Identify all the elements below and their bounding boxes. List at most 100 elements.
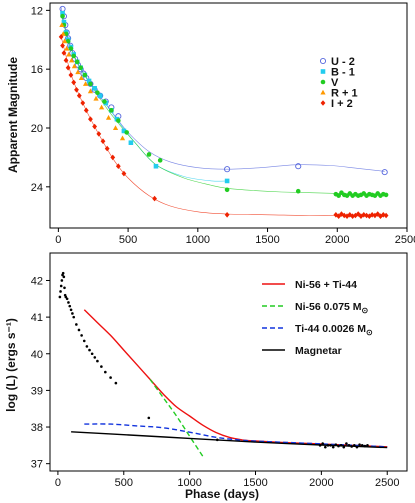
data-point: [115, 163, 121, 170]
data-point: [152, 195, 157, 202]
data-point: [67, 301, 70, 304]
data-point: [366, 213, 372, 220]
luminosity-x-tick-label: 2500: [375, 477, 399, 489]
data-point: [318, 444, 322, 447]
data-point: [98, 104, 105, 110]
data-point: [62, 275, 66, 279]
data-point: [224, 187, 230, 193]
data-point: [87, 88, 94, 94]
data-point: [69, 308, 73, 312]
data-point: [93, 356, 97, 359]
data-point: [74, 59, 80, 65]
data-point: [383, 212, 389, 219]
data-point: [71, 312, 74, 315]
data-point: [375, 211, 381, 217]
data-point: [342, 445, 346, 449]
data-point: [128, 140, 134, 146]
light-curve-x-axis: 0 500 1000 1500 2000 2500: [55, 228, 415, 246]
legend-label: Ni-56 0.075 M⊙: [295, 301, 369, 315]
legend-label: I + 2: [331, 98, 353, 110]
data-point: [146, 152, 152, 157]
luminosity-x-axis-label: Phase (days): [185, 487, 259, 501]
data-point: [65, 64, 71, 71]
data-point: [119, 135, 126, 141]
light-curve-x-tick-label: 500: [119, 234, 137, 246]
data-point: [378, 213, 383, 220]
data-point: [93, 95, 99, 101]
data-point: [216, 438, 219, 442]
model-curve: [149, 378, 204, 457]
data-point: [59, 290, 62, 293]
legend-marker: [319, 57, 327, 65]
data-point: [64, 295, 68, 299]
data-point: [100, 138, 106, 145]
luminosity-y-tick-label: 40: [31, 349, 43, 361]
data-point: [75, 323, 78, 326]
data-point: [353, 212, 358, 219]
light-curve-x-tick-label: 0: [55, 234, 61, 246]
data-point: [109, 108, 114, 113]
luminosity-y-tick-label: 42: [31, 275, 43, 287]
data-point: [61, 50, 67, 56]
data-point: [347, 211, 353, 218]
data-point: [77, 328, 81, 332]
legend-label: R + 1: [331, 88, 358, 100]
luminosity-legend: Ni-56 + Ti-44 Ni-56 0.075 M⊙ Ti-44 0.0026 …: [262, 279, 373, 357]
legend-marker: [320, 69, 326, 74]
data-point: [62, 38, 68, 44]
light-curve-y-tick-label: 20: [31, 123, 43, 135]
data-point: [347, 444, 351, 447]
data-point: [64, 45, 70, 51]
data-point: [80, 100, 86, 106]
legend-label: Magnetar: [295, 345, 342, 357]
data-point: [114, 381, 118, 385]
light-curve-plot-frame: [49, 2, 408, 229]
data-point: [341, 212, 347, 219]
light-curve-x-tick-label: 2000: [325, 234, 349, 246]
data-point: [329, 444, 332, 447]
data-point: [88, 348, 91, 352]
data-point: [96, 359, 99, 363]
data-point: [82, 339, 86, 343]
data-point: [60, 42, 65, 49]
light-curve-x-tick-label: 1000: [186, 234, 210, 246]
legend-label: B - 1: [331, 67, 355, 79]
legend-marker: [320, 89, 326, 95]
luminosity-x-tick-label: 1500: [243, 477, 267, 489]
light-curve-data-points: [58, 5, 389, 220]
data-point: [110, 154, 116, 161]
data-point: [121, 128, 127, 134]
data-point: [97, 93, 103, 98]
luminosity-x-tick-label: 0: [55, 477, 61, 489]
data-point: [366, 444, 369, 447]
legend-label: V: [331, 77, 339, 89]
model-curve: [84, 423, 388, 448]
luminosity-y-tick-label: 41: [31, 312, 43, 324]
data-point: [60, 31, 66, 36]
data-point: [83, 107, 89, 114]
data-point: [324, 445, 327, 449]
data-point: [321, 442, 324, 445]
data-point: [339, 211, 344, 217]
legend-label: Ni-56 + Ti-44: [295, 279, 357, 291]
data-point: [104, 145, 110, 152]
data-point: [112, 125, 119, 130]
luminosity-x-tick-label: 500: [115, 477, 133, 489]
legend-marker: [320, 79, 326, 85]
data-point: [59, 22, 65, 28]
data-point: [60, 10, 65, 16]
data-point: [358, 213, 364, 220]
data-point: [61, 271, 65, 275]
data-point: [92, 123, 98, 130]
data-point: [326, 444, 330, 447]
data-point: [92, 85, 97, 91]
data-point: [331, 445, 335, 449]
data-point: [74, 86, 79, 93]
data-point: [97, 92, 104, 99]
data-point: [66, 51, 72, 57]
data-point: [90, 352, 94, 356]
data-point: [224, 166, 231, 173]
data-point: [369, 211, 375, 218]
light-curve-panel: 0 500 1000 1500 2000 2500 12 16 20 24 Apparent M…: [6, 2, 415, 246]
